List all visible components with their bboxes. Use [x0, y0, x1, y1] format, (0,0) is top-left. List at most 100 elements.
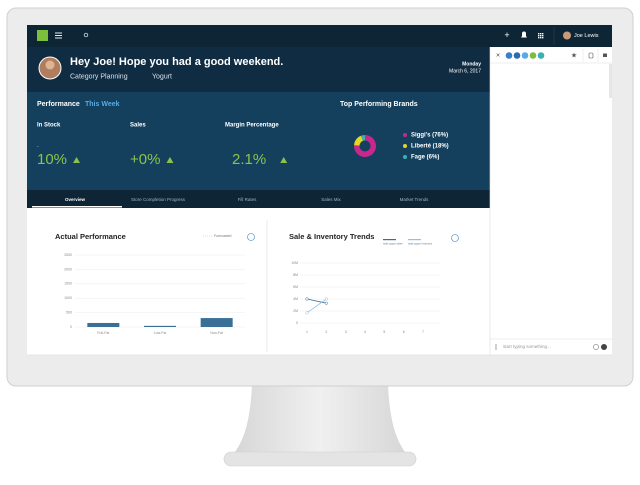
charts: 0 500 1000 1500 2000 2500 Full-Fat Low-Fat Non-F…	[64, 239, 440, 335]
line-point	[324, 297, 328, 301]
logo[interactable]	[37, 30, 48, 41]
tabs: Overview Store Completion Progress Fill Ra…	[32, 197, 430, 208]
legend-swatch	[403, 155, 407, 159]
y-tick-label: 0	[296, 321, 298, 325]
legend-label: Forecasted	[214, 234, 232, 238]
metric-label: Margin Percentage	[225, 123, 279, 129]
y-tick-label: 2000	[64, 267, 72, 271]
metric-value: 10%	[37, 151, 67, 168]
menu-icon[interactable]	[55, 32, 62, 39]
greeting-bar	[27, 47, 490, 92]
chart-title: Sale & Inventory Trends	[289, 232, 374, 241]
category-dropdown[interactable]: Category Planning	[70, 73, 128, 80]
more-button[interactable]	[247, 233, 255, 241]
subcategory-dropdown[interactable]: Yogurt	[152, 73, 172, 80]
chat-participants	[505, 52, 545, 59]
performance-title: Performance	[37, 101, 80, 108]
legend-swatch	[403, 144, 407, 148]
send-button[interactable]	[601, 344, 607, 350]
legend-swatch	[403, 133, 407, 137]
monitor-neck	[232, 386, 408, 456]
y-tick-label: 1000	[64, 296, 72, 300]
date: March 6, 2017	[449, 68, 481, 74]
x-tick-label: 7	[422, 330, 424, 334]
metric-note: -	[37, 143, 39, 149]
add-icon[interactable]: +	[504, 30, 509, 40]
user-name[interactable]: Joe Lewis	[574, 33, 599, 39]
x-tick-label: 3	[345, 330, 347, 334]
day: Monday	[462, 61, 481, 67]
donut-slice	[360, 135, 365, 141]
chat-input[interactable]: start typing something...	[503, 344, 551, 349]
y-tick-label: 0	[70, 325, 72, 329]
legend-label: total yogurt sales	[383, 242, 403, 246]
legend-swatch	[383, 239, 396, 241]
tab[interactable]: Fill Rates	[238, 197, 258, 202]
x-tick-label: 6	[403, 330, 405, 334]
trend-up-icon	[73, 157, 81, 163]
x-tick-label: Low-Fat	[154, 331, 167, 335]
chart-title: Actual Performance	[55, 232, 126, 241]
top-nav	[27, 25, 612, 47]
tab[interactable]: Overview	[65, 197, 86, 202]
x-tick-label: Full-Fat	[97, 331, 109, 335]
tab[interactable]: Sales Mix	[321, 197, 341, 202]
star-icon[interactable]: ★	[571, 51, 577, 59]
y-tick-label: 2500	[64, 253, 72, 257]
more-button[interactable]	[451, 234, 459, 242]
tab[interactable]: Market Trends	[400, 197, 430, 202]
apps-icon[interactable]	[538, 33, 544, 39]
period-dropdown[interactable]: This Week	[85, 101, 120, 108]
metric-value: 2.1%	[232, 151, 266, 168]
x-tick-label: 2	[325, 330, 327, 334]
y-tick-label: 6M	[293, 285, 298, 289]
y-tick-label: 500	[66, 311, 72, 315]
legend-label: Liberté (18%)	[411, 144, 449, 150]
metrics: In Stock - 10% Sales +0% Margin Percentage 2.1…	[37, 123, 288, 168]
metric-value: +0%	[130, 151, 160, 168]
greeting: Hey Joe! Hope you had a good weekend.	[70, 56, 283, 68]
y-tick-label: 8M	[293, 273, 298, 277]
x-tick-label: Non-Fat	[210, 331, 223, 335]
bar	[144, 325, 176, 327]
trend-up-icon	[166, 157, 174, 163]
line-point	[305, 311, 309, 315]
brands-title: Top Performing Brands	[340, 101, 418, 108]
legend-label: total yogurt inventory	[408, 242, 433, 246]
trend-up-icon	[280, 157, 288, 163]
tab-bar	[27, 190, 490, 208]
user-avatar[interactable]	[563, 31, 571, 40]
bar	[87, 322, 120, 327]
x-tick-label: 5	[383, 330, 385, 334]
monitor-base	[223, 451, 417, 467]
line-point	[324, 301, 328, 305]
legend-label: Siggi's (76%)	[411, 133, 448, 139]
donut-slice	[354, 135, 363, 146]
legend-label: Fage (6%)	[411, 155, 439, 161]
metric-label: In Stock	[37, 123, 61, 129]
donut-slice	[354, 135, 377, 158]
close-icon[interactable]: ×	[496, 52, 500, 59]
y-tick-label: 2M	[293, 309, 298, 313]
x-tick-label: 4	[364, 330, 366, 334]
performance-panel	[27, 92, 490, 190]
notifications-icon[interactable]	[521, 31, 527, 38]
line-series	[306, 298, 327, 304]
call-icon[interactable]	[588, 52, 594, 59]
search-icon[interactable]	[83, 32, 89, 38]
active-tab-indicator	[32, 206, 122, 208]
legend-swatch	[408, 239, 421, 241]
line-series	[306, 298, 327, 314]
line-point	[305, 297, 309, 301]
y-tick-label: 1500	[64, 282, 72, 286]
emoji-button[interactable]	[593, 344, 599, 350]
y-tick-label: 4M	[293, 297, 298, 301]
brand-donut: Siggi's (76%) Liberté (18%) Fage (6%)	[354, 133, 449, 161]
metric-label: Sales	[130, 123, 146, 129]
tab[interactable]: Store Completion Progress	[131, 197, 186, 202]
video-icon[interactable]	[603, 53, 607, 58]
y-tick-label: 10M	[291, 261, 298, 265]
bar	[200, 318, 233, 327]
scrollbar	[609, 64, 612, 98]
